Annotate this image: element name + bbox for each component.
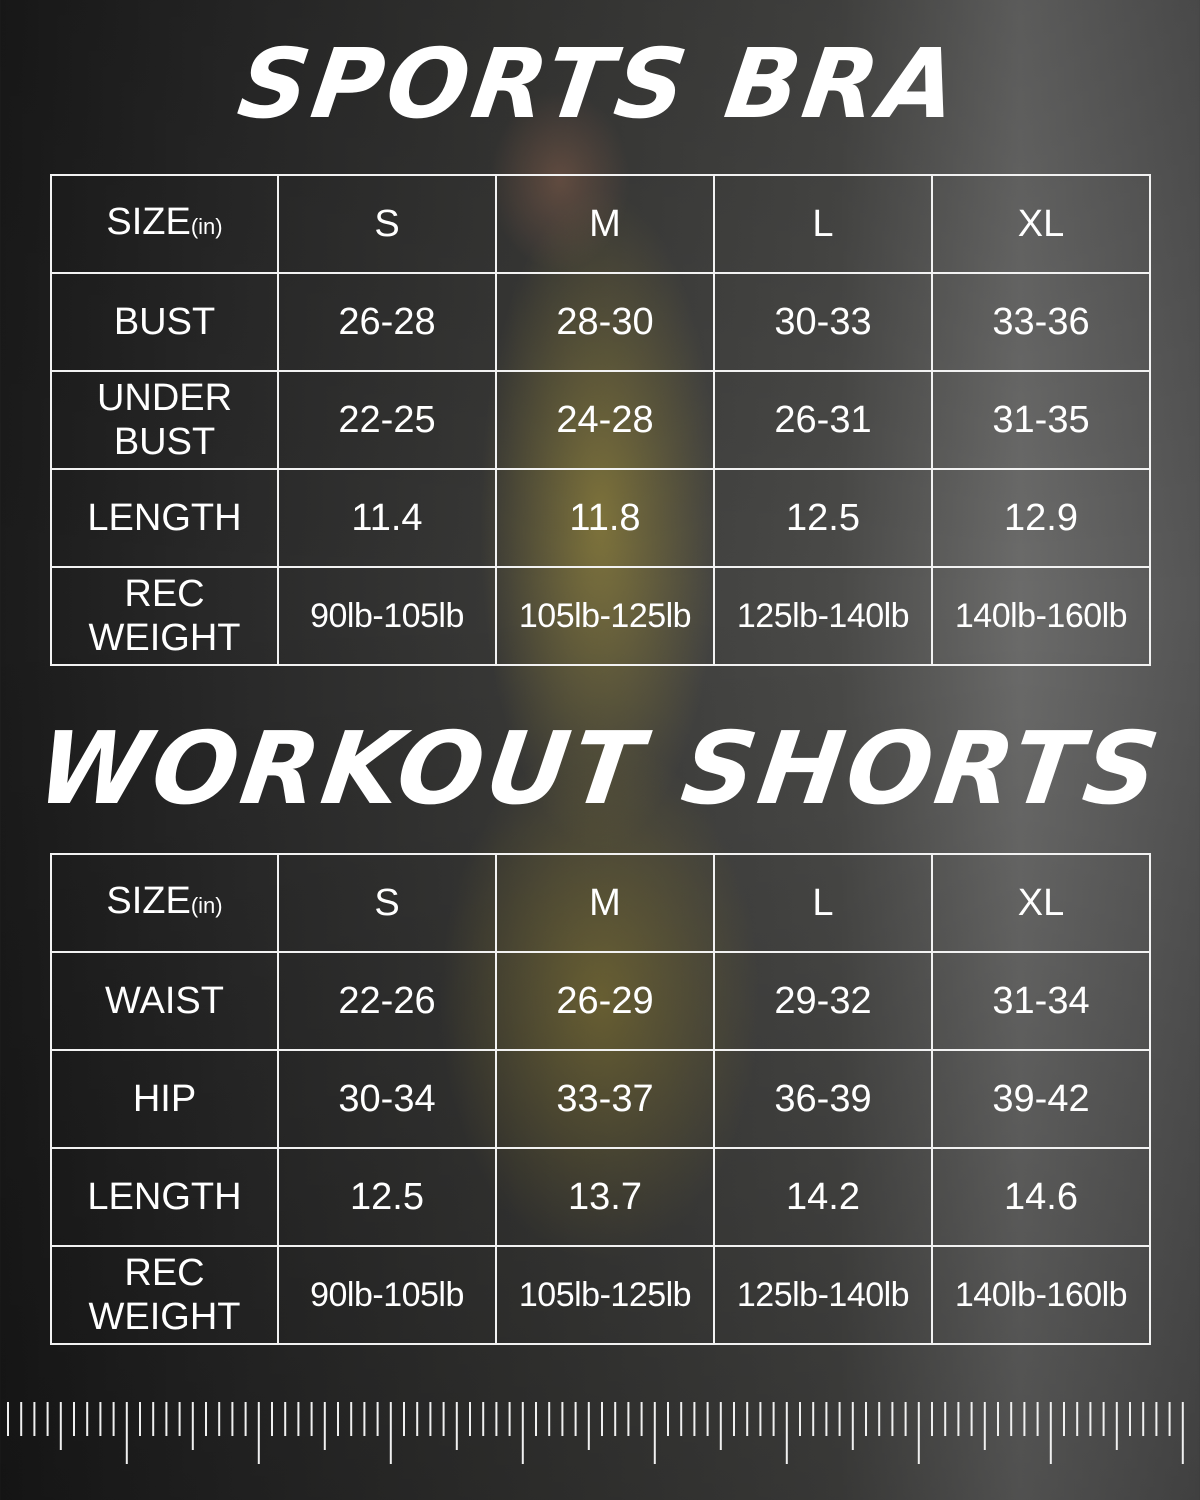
cell: 140lb-160lb	[931, 1245, 1151, 1345]
table-row: LENGTH 12.5 13.7 14.2 14.6	[50, 1147, 1151, 1247]
cell: 26-29	[495, 951, 715, 1051]
table-row: REC WEIGHT 90lb-105lb 105lb-125lb 125lb-…	[50, 566, 1151, 666]
table-header-row: SIZE(in) S M L XL	[50, 853, 1151, 953]
cell: 105lb-125lb	[495, 1245, 715, 1345]
size-label: SIZE	[106, 879, 191, 922]
cell: 105lb-125lb	[495, 566, 715, 666]
cell: 11.8	[495, 468, 715, 568]
size-l: L	[713, 853, 933, 953]
cell: 26-31	[713, 370, 933, 470]
cell: 33-37	[495, 1049, 715, 1149]
cell: 125lb-140lb	[713, 566, 933, 666]
ruler-decoration	[7, 1402, 1184, 1464]
cell: 13.7	[495, 1147, 715, 1247]
row-label: BUST	[50, 272, 279, 372]
cell: 12.9	[931, 468, 1151, 568]
cell: 30-33	[713, 272, 933, 372]
row-label: LENGTH	[50, 468, 279, 568]
workout-shorts-size-table: SIZE(in) S M L XL WAIST 22-26 26-29 29-3…	[50, 853, 1151, 1345]
cell: 36-39	[713, 1049, 933, 1149]
row-label-text: UNDER BUST	[96, 377, 233, 463]
size-l: L	[713, 174, 933, 274]
table-row: HIP 30-34 33-37 36-39 39-42	[50, 1049, 1151, 1149]
size-s: S	[277, 174, 497, 274]
cell: 28-30	[495, 272, 715, 372]
cell: 31-34	[931, 951, 1151, 1051]
cell: 22-26	[277, 951, 497, 1051]
cell: 33-36	[931, 272, 1151, 372]
table-row: UNDER BUST 22-25 24-28 26-31 31-35	[50, 370, 1151, 470]
cell: 12.5	[277, 1147, 497, 1247]
cell: 30-34	[277, 1049, 497, 1149]
cell: 140lb-160lb	[931, 566, 1151, 666]
table-row: LENGTH 11.4 11.8 12.5 12.9	[50, 468, 1151, 568]
workout-shorts-title: WORKOUT SHORTS	[30, 710, 1170, 827]
cell: 26-28	[277, 272, 497, 372]
size-header: SIZE(in)	[50, 853, 279, 953]
size-s: S	[277, 853, 497, 953]
size-m: M	[495, 853, 715, 953]
cell: 14.6	[931, 1147, 1151, 1247]
row-label: REC WEIGHT	[50, 1245, 279, 1345]
row-label: REC WEIGHT	[50, 566, 279, 666]
row-label-text: REC WEIGHT	[88, 1252, 241, 1338]
cell: 11.4	[277, 468, 497, 568]
cell: 12.5	[713, 468, 933, 568]
row-label: WAIST	[50, 951, 279, 1051]
table-row: WAIST 22-26 26-29 29-32 31-34	[50, 951, 1151, 1051]
size-header: SIZE(in)	[50, 174, 279, 274]
size-label: SIZE	[106, 200, 191, 243]
row-label: HIP	[50, 1049, 279, 1149]
cell: 31-35	[931, 370, 1151, 470]
size-m: M	[495, 174, 715, 274]
cell: 14.2	[713, 1147, 933, 1247]
sports-bra-size-table: SIZE(in) S M L XL BUST 26-28 28-30 30-33…	[50, 174, 1151, 666]
row-label: UNDER BUST	[50, 370, 279, 470]
row-label-text: REC WEIGHT	[88, 573, 241, 659]
cell: 39-42	[931, 1049, 1151, 1149]
cell: 125lb-140lb	[713, 1245, 933, 1345]
cell: 90lb-105lb	[277, 1245, 497, 1345]
cell: 22-25	[277, 370, 497, 470]
cell: 90lb-105lb	[277, 566, 497, 666]
unit-label: (in)	[190, 213, 223, 239]
table-header-row: SIZE(in) S M L XL	[50, 174, 1151, 274]
cell: 24-28	[495, 370, 715, 470]
size-xl: XL	[931, 853, 1151, 953]
sports-bra-title: SPORTS BRA	[232, 28, 968, 140]
table-row: REC WEIGHT 90lb-105lb 105lb-125lb 125lb-…	[50, 1245, 1151, 1345]
cell: 29-32	[713, 951, 933, 1051]
size-xl: XL	[931, 174, 1151, 274]
table-row: BUST 26-28 28-30 30-33 33-36	[50, 272, 1151, 372]
row-label: LENGTH	[50, 1147, 279, 1247]
unit-label: (in)	[190, 892, 223, 918]
